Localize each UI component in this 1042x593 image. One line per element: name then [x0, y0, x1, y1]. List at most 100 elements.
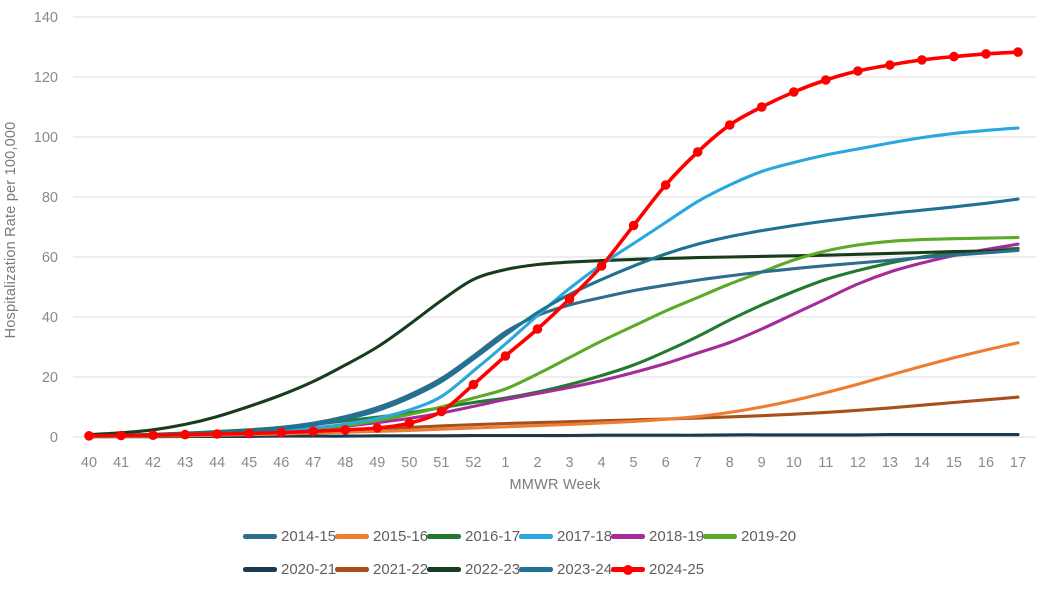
x-tick-label-44: 44 [209, 455, 225, 471]
x-tick-label-13: 13 [882, 455, 898, 471]
legend-label-2016-17: 2016-17 [465, 528, 521, 545]
legend-item-2019-20[interactable]: 2019-20 [703, 526, 797, 547]
legend-swatch-2019-20 [703, 534, 737, 539]
data-point-marker [756, 102, 767, 112]
data-point-marker [148, 430, 158, 441]
x-tick-label-4: 4 [598, 455, 606, 471]
data-point-marker [276, 427, 287, 438]
legend-swatch-2023-24 [519, 567, 553, 572]
y-tick-label-100: 100 [34, 130, 58, 146]
legend-item-2017-18[interactable]: 2017-18 [519, 526, 613, 547]
legend-swatch-2015-16 [335, 534, 369, 539]
y-tick-label-0: 0 [50, 430, 58, 446]
x-tick-label-52: 52 [465, 455, 481, 471]
x-tick-label-16: 16 [978, 455, 994, 471]
series-line-2019-20 [87, 235, 1020, 438]
legend-item-2014-15[interactable]: 2014-15 [243, 526, 337, 547]
x-tick-label-46: 46 [273, 455, 289, 471]
legend-swatch-2018-19 [611, 534, 645, 539]
x-tick-label-42: 42 [145, 455, 161, 471]
x-tick-label-7: 7 [694, 455, 702, 471]
x-tick-label-11: 11 [818, 455, 833, 471]
data-point-marker [532, 324, 543, 334]
data-point-marker [436, 406, 447, 417]
data-point-marker [372, 423, 383, 433]
legend-item-2022-23[interactable]: 2022-23 [427, 559, 521, 580]
data-point-marker [212, 429, 222, 439]
legend-item-2018-19[interactable]: 2018-19 [611, 526, 705, 547]
data-point-marker [244, 428, 254, 439]
data-point-marker [500, 351, 511, 361]
legend: 2014-15 2015-16 2016-17 2017-18 2018-19 2019-… [0, 526, 1042, 580]
x-tick-label-17: 17 [1010, 455, 1026, 471]
legend-swatch-2022-23 [427, 567, 461, 572]
x-tick-label-12: 12 [850, 455, 866, 471]
legend-label-2015-16: 2015-16 [373, 528, 429, 545]
series-line-2023-24 [87, 197, 1020, 438]
y-tick-label-80: 80 [42, 190, 58, 206]
x-tick-label-2: 2 [533, 455, 541, 471]
legend-swatch-2024-25 [611, 564, 645, 575]
legend-item-2016-17[interactable]: 2016-17 [427, 526, 521, 547]
data-point-marker [724, 120, 735, 130]
x-axis-title: MMWR Week [509, 477, 601, 493]
data-point-marker [564, 294, 575, 304]
data-point-marker [853, 66, 863, 76]
legend-label-2023-24: 2023-24 [557, 561, 613, 578]
legend-label-2020-21: 2020-21 [281, 561, 337, 578]
legend-label-2018-19: 2018-19 [649, 528, 705, 545]
legend-label-2019-20: 2019-20 [741, 528, 797, 545]
data-point-marker [468, 379, 479, 390]
y-tick-label-140: 140 [34, 10, 58, 26]
legend-items: 2014-15 2015-16 2016-17 2017-18 2018-19 2019-… [243, 526, 799, 580]
x-tick-label-48: 48 [337, 455, 353, 471]
legend-label-2022-23: 2022-23 [465, 561, 521, 578]
y-axis-title: Hospitalization Rate per 100,000 [3, 121, 19, 339]
legend-item-2024-25[interactable]: 2024-25 [611, 559, 705, 580]
legend-item-2015-16[interactable]: 2015-16 [335, 526, 429, 547]
data-point-marker [917, 55, 927, 65]
x-tick-label-3: 3 [565, 455, 573, 471]
x-tick-label-49: 49 [369, 455, 385, 471]
legend-item-2023-24[interactable]: 2023-24 [519, 559, 613, 580]
data-point-marker [981, 49, 991, 59]
x-tick-label-47: 47 [305, 455, 321, 471]
legend-label-2024-25: 2024-25 [649, 561, 705, 578]
legend-label-2017-18: 2017-18 [557, 528, 613, 545]
x-tick-label-5: 5 [630, 455, 638, 471]
legend-marker-dot [623, 564, 633, 575]
legend-swatch-2014-15 [243, 534, 277, 539]
data-point-marker [628, 220, 639, 231]
x-tick-label-9: 9 [758, 455, 766, 471]
series-markers-2024-25 [84, 47, 1023, 441]
data-point-marker [820, 75, 831, 85]
x-tick-label-45: 45 [241, 455, 257, 471]
legend-item-2020-21[interactable]: 2020-21 [243, 559, 337, 580]
legend-swatch-2016-17 [427, 534, 461, 539]
series-line-2022-23 [87, 248, 1020, 437]
data-point-marker [660, 180, 671, 190]
data-point-marker [885, 60, 895, 70]
x-tick-label-41: 41 [113, 455, 129, 471]
x-tick-label-10: 10 [786, 455, 802, 471]
x-tick-label-15: 15 [946, 455, 962, 471]
x-tick-label-1: 1 [501, 455, 509, 471]
x-tick-label-6: 6 [662, 455, 670, 471]
data-point-marker [308, 426, 319, 437]
data-point-marker [949, 51, 959, 62]
legend-item-2021-22[interactable]: 2021-22 [335, 559, 429, 580]
x-tick-label-40: 40 [81, 455, 97, 471]
data-point-marker [116, 430, 126, 441]
legend-swatch-2017-18 [519, 534, 553, 539]
x-tick-label-51: 51 [433, 455, 449, 471]
x-tick-label-8: 8 [726, 455, 734, 471]
y-tick-label-120: 120 [34, 70, 58, 86]
data-point-marker [340, 425, 351, 435]
data-point-marker [84, 431, 94, 441]
x-tick-label-50: 50 [401, 455, 417, 471]
legend-label-2014-15: 2014-15 [281, 528, 337, 545]
legend-label-2021-22: 2021-22 [373, 561, 429, 578]
data-point-marker [1013, 47, 1023, 57]
